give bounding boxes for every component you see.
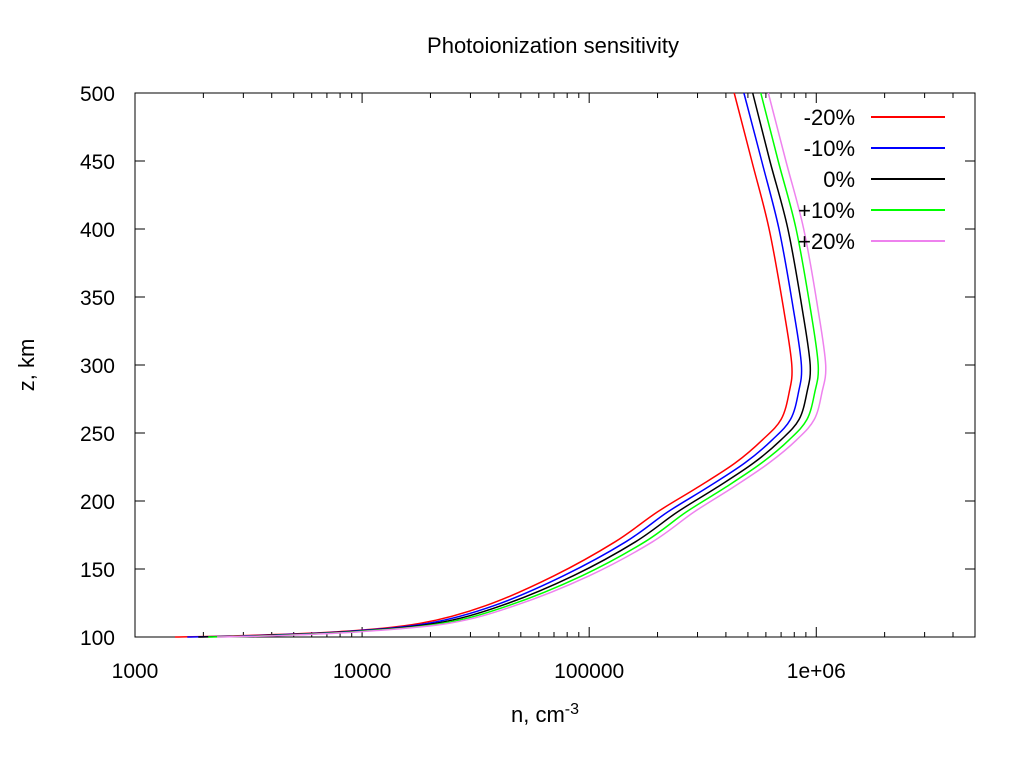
legend-label: +10% bbox=[798, 198, 855, 223]
y-tick-label: 500 bbox=[80, 83, 115, 106]
y-tick-label: 450 bbox=[80, 151, 115, 174]
series-line-5 bbox=[217, 92, 827, 638]
series-line-4 bbox=[208, 92, 820, 638]
y-tick-label: 250 bbox=[80, 423, 115, 446]
x-axis-label: n, cm-3 bbox=[511, 701, 579, 727]
y-tick-label: 150 bbox=[80, 559, 115, 582]
plot-area: 1000 10000 100000 1e+06 100 150 200 250 300 350 4… bbox=[80, 83, 976, 683]
series-line-2 bbox=[187, 92, 803, 638]
x-axis: 1000 10000 100000 1e+06 bbox=[112, 93, 976, 683]
legend-label: -20% bbox=[804, 105, 855, 130]
y-tick-label: 200 bbox=[80, 491, 115, 514]
legend: -20% -10% 0% +10% +20% bbox=[798, 105, 945, 254]
y-tick-label: 300 bbox=[80, 355, 115, 378]
x-axis-label-text: n, cm bbox=[511, 702, 565, 727]
x-tick-label: 10000 bbox=[333, 660, 391, 683]
legend-label: -10% bbox=[804, 136, 855, 161]
y-tick-label: 400 bbox=[80, 219, 115, 242]
chart-title: Photoionization sensitivity bbox=[427, 33, 679, 58]
y-tick-label: 100 bbox=[80, 627, 115, 650]
series-line-3 bbox=[198, 92, 812, 638]
series-group bbox=[174, 92, 827, 638]
legend-label: 0% bbox=[823, 167, 855, 192]
y-tick-label: 350 bbox=[80, 287, 115, 310]
legend-label: +20% bbox=[798, 229, 855, 254]
x-tick-label: 100000 bbox=[554, 660, 624, 683]
x-tick-label: 1000 bbox=[112, 660, 159, 683]
x-axis-label-superscript: -3 bbox=[565, 701, 579, 718]
y-axis: 100 150 200 250 300 350 400 450 500 bbox=[80, 83, 975, 650]
x-tick-label: 1e+06 bbox=[787, 660, 846, 683]
series-line-1 bbox=[174, 92, 793, 638]
y-axis-label: z, km bbox=[14, 339, 39, 392]
